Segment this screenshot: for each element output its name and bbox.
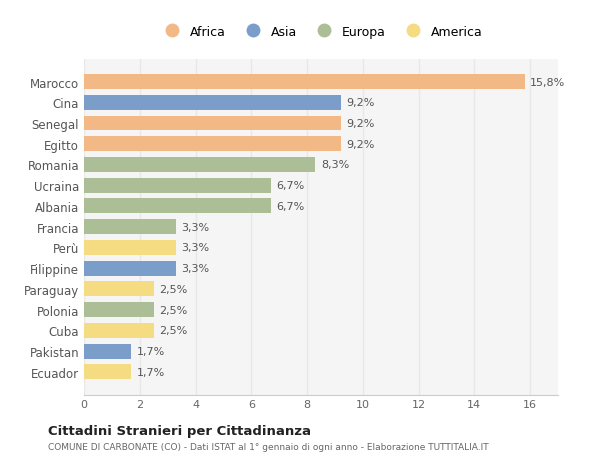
Text: 3,3%: 3,3% <box>182 263 210 274</box>
Bar <box>84 220 176 235</box>
Bar <box>84 282 154 297</box>
Text: 6,7%: 6,7% <box>277 181 305 191</box>
Bar <box>84 323 154 338</box>
Text: 2,5%: 2,5% <box>159 305 188 315</box>
Bar <box>84 158 316 173</box>
Bar <box>84 344 131 359</box>
Bar <box>84 137 341 152</box>
Text: Cittadini Stranieri per Cittadinanza: Cittadini Stranieri per Cittadinanza <box>48 424 311 437</box>
Text: 3,3%: 3,3% <box>182 243 210 253</box>
Text: 8,3%: 8,3% <box>321 160 349 170</box>
Bar <box>84 95 341 111</box>
Text: 9,2%: 9,2% <box>346 119 374 129</box>
Bar <box>84 302 154 318</box>
Text: 1,7%: 1,7% <box>137 367 165 377</box>
Bar <box>84 179 271 193</box>
Text: COMUNE DI CARBONATE (CO) - Dati ISTAT al 1° gennaio di ogni anno - Elaborazione : COMUNE DI CARBONATE (CO) - Dati ISTAT al… <box>48 442 488 451</box>
Legend: Africa, Asia, Europa, America: Africa, Asia, Europa, America <box>160 26 482 39</box>
Bar <box>84 199 271 214</box>
Text: 2,5%: 2,5% <box>159 284 188 294</box>
Bar <box>84 364 131 380</box>
Text: 3,3%: 3,3% <box>182 222 210 232</box>
Bar <box>84 116 341 131</box>
Text: 2,5%: 2,5% <box>159 326 188 336</box>
Bar <box>84 75 524 90</box>
Text: 15,8%: 15,8% <box>530 78 565 87</box>
Text: 9,2%: 9,2% <box>346 98 374 108</box>
Text: 1,7%: 1,7% <box>137 347 165 356</box>
Bar <box>84 261 176 276</box>
Text: 9,2%: 9,2% <box>346 140 374 150</box>
Text: 6,7%: 6,7% <box>277 202 305 212</box>
Bar <box>84 241 176 255</box>
